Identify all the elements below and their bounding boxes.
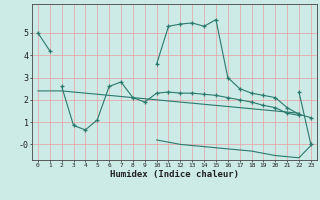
- X-axis label: Humidex (Indice chaleur): Humidex (Indice chaleur): [110, 170, 239, 179]
